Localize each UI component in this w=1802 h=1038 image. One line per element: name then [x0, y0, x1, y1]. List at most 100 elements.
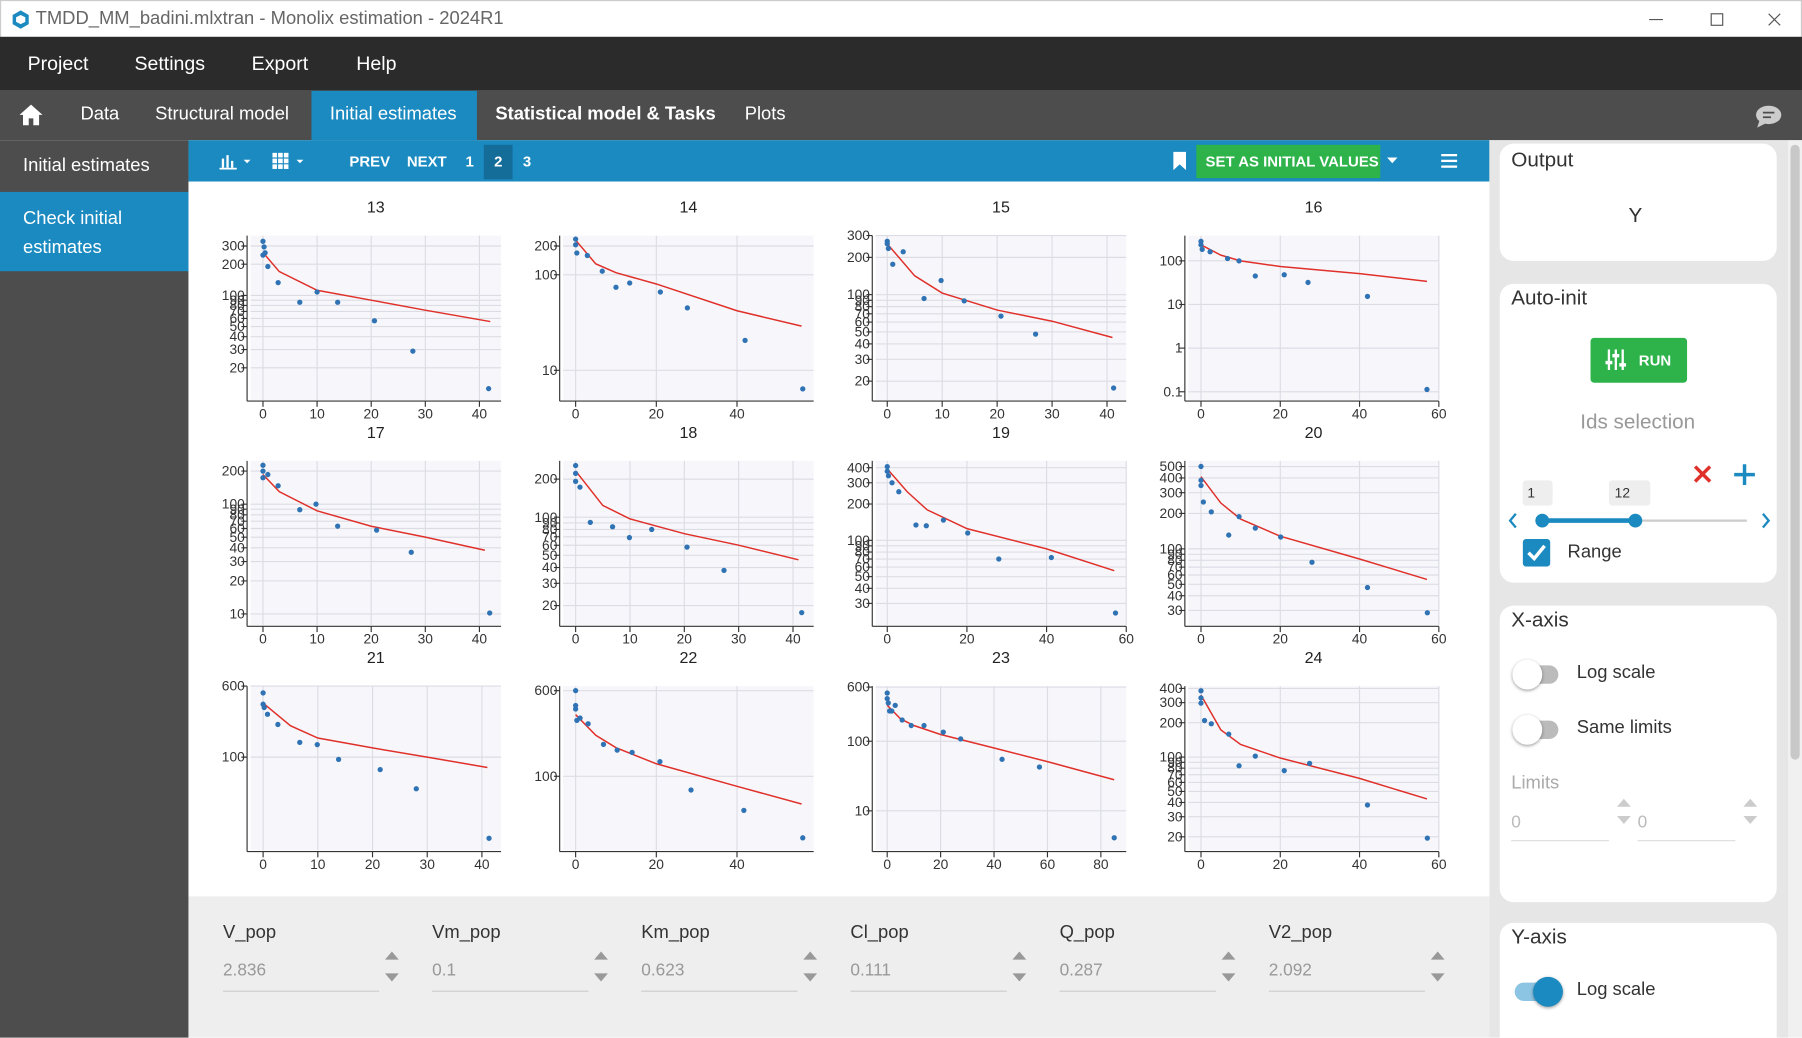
limit-input[interactable]: 0 [1511, 812, 1521, 833]
tab[interactable]: Initial estimates [329, 104, 457, 125]
data-point [371, 318, 378, 324]
spin-down[interactable] [1221, 973, 1236, 982]
data-point [609, 524, 616, 530]
y-tick-label: 100 [847, 734, 870, 749]
y-tick-label: 60 [229, 521, 245, 536]
input-underline [1268, 990, 1426, 992]
x-tick-label: 10 [309, 632, 325, 647]
output-value[interactable]: Y [1628, 203, 1643, 227]
log-scale-toggle[interactable] [1514, 976, 1563, 1007]
home-icon[interactable] [18, 103, 43, 126]
spin-down[interactable] [1430, 973, 1445, 982]
same-limits-toggle[interactable] [1512, 714, 1559, 745]
data-point [900, 249, 906, 255]
tab[interactable]: Statistical model & Tasks [495, 104, 716, 125]
set-initial-values-label[interactable]: SET AS INITIAL VALUES [1205, 152, 1379, 171]
tab[interactable]: Data [80, 104, 120, 125]
chat-icon[interactable] [1755, 105, 1783, 128]
parameter-value[interactable]: 0.287 [1059, 960, 1103, 981]
spin-down[interactable] [1012, 973, 1027, 982]
active-tab[interactable] [311, 90, 477, 141]
layout-button[interactable] [272, 152, 309, 170]
limit-input[interactable]: 0 [1637, 812, 1648, 833]
menu-icon[interactable] [1441, 153, 1458, 169]
data-point [314, 289, 320, 295]
spin-up[interactable] [1430, 951, 1445, 960]
scrollbar[interactable] [1788, 140, 1802, 1038]
range-chip [1608, 480, 1651, 506]
chart-type-button[interactable] [219, 152, 257, 170]
x-tick-label: 20 [649, 406, 665, 421]
spin-down[interactable] [384, 973, 399, 982]
spin-up[interactable] [1012, 951, 1027, 960]
spin-up[interactable] [384, 951, 399, 960]
prev-button[interactable]: PREV [349, 152, 391, 171]
ids-slider[interactable] [1505, 508, 1774, 533]
sidebar-item[interactable]: Check initial estimates [22, 209, 123, 258]
tab-bar: Data Structural model Initial estimates … [0, 90, 1802, 141]
page-button[interactable]: 2 [494, 152, 503, 171]
data-point [940, 729, 946, 735]
data-point [260, 462, 266, 468]
menu-item[interactable]: Export [251, 52, 309, 75]
spin-down[interactable] [1616, 815, 1631, 824]
data-point [889, 480, 895, 486]
x-tick-label: 80 [1093, 857, 1109, 872]
tab[interactable]: Structural model [155, 104, 290, 125]
menu-item[interactable]: Project [27, 52, 89, 75]
spin-up[interactable] [1221, 951, 1236, 960]
parameter-value[interactable]: 0.1 [432, 960, 457, 981]
spin-up[interactable] [594, 951, 608, 960]
chart-title: 20 [1305, 424, 1323, 442]
data-point [1198, 477, 1204, 483]
y-tick-label: 40 [855, 581, 871, 596]
log-scale-toggle[interactable] [1512, 659, 1559, 690]
data-point [1198, 482, 1204, 489]
plot-area: 13 300 200 100 90 80 70 60 50 40 30 20 0 10 20 30 40 14 20… [188, 181, 1490, 897]
run-label[interactable]: RUN [1638, 351, 1672, 369]
parameter-value[interactable]: 2.092 [1268, 960, 1312, 981]
data-point [1278, 534, 1284, 540]
y-tick-label: 20 [1167, 829, 1183, 844]
tab[interactable]: Plots [744, 104, 786, 125]
spin-up[interactable] [1616, 798, 1631, 807]
next-button[interactable]: NEXT [406, 152, 447, 171]
range-checkbox[interactable] [1522, 538, 1551, 567]
parameter-value[interactable]: 0.623 [641, 960, 685, 981]
x-tick-label: 20 [649, 857, 665, 872]
y-tick-label: 200 [847, 250, 870, 265]
spin-down[interactable] [803, 973, 818, 982]
data-point [572, 462, 579, 469]
scroll-thumb[interactable] [1790, 144, 1800, 760]
window-controls[interactable] [1645, 10, 1794, 28]
range-label[interactable]: Range [1567, 542, 1622, 562]
bookmark-icon[interactable] [1172, 151, 1188, 172]
sidebar-active[interactable] [0, 191, 189, 272]
parameter-value[interactable]: 2.836 [222, 960, 267, 981]
page-button[interactable]: 3 [522, 152, 532, 171]
x-tick-label: 0 [883, 632, 891, 647]
parameter-value[interactable]: 0.111 [850, 960, 892, 981]
set-initial-values-button[interactable] [1196, 144, 1381, 179]
data-point [884, 241, 890, 247]
spin-down[interactable] [1743, 815, 1758, 824]
spin-down[interactable] [594, 973, 608, 982]
y-tick-label: 30 [1167, 603, 1183, 618]
menu-item[interactable]: Settings [134, 52, 206, 75]
data-point [487, 610, 493, 616]
dropdown-arrow[interactable] [1386, 156, 1400, 165]
page-button[interactable]: 1 [465, 152, 474, 171]
data-point [1198, 695, 1204, 701]
active-page[interactable] [483, 144, 513, 180]
data-point [599, 268, 605, 274]
fit-curve [886, 243, 1113, 339]
spin-up[interactable] [1743, 798, 1758, 807]
x-tick-label: 0 [1197, 406, 1205, 421]
ids-actions[interactable] [1693, 463, 1762, 486]
spin-up[interactable] [803, 951, 818, 960]
run-button[interactable]: RUN [1590, 337, 1688, 383]
menu-item[interactable]: Help [356, 52, 397, 75]
sidebar-item[interactable]: Initial estimates [22, 156, 150, 176]
y-tick-label: 200 [1160, 506, 1183, 521]
